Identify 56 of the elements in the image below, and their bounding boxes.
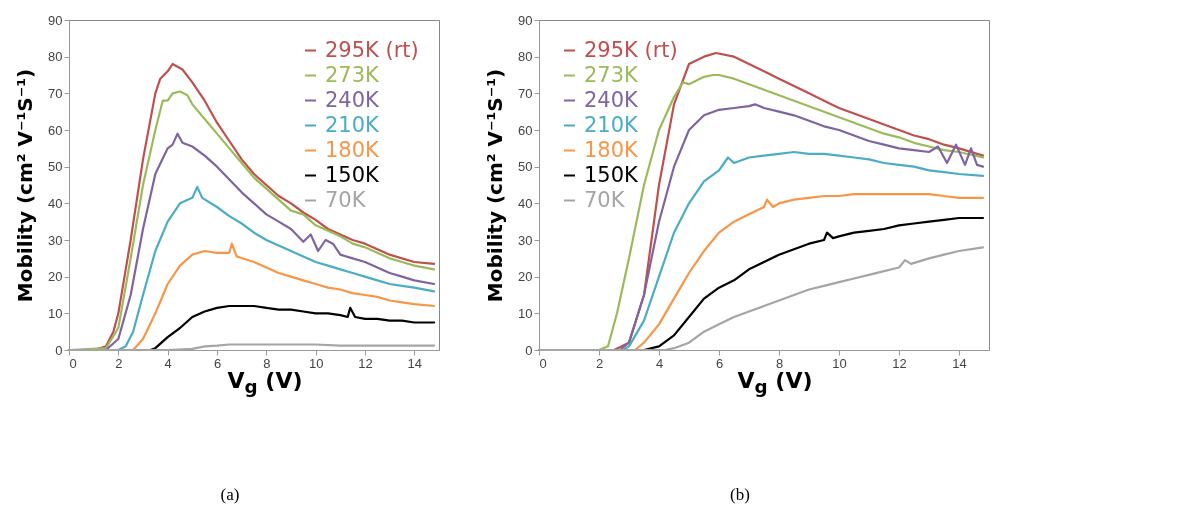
x-axis-title: V$_{g}$ (V)	[227, 368, 303, 398]
x-tick-label: 0	[539, 355, 547, 371]
text: (b)	[729, 485, 751, 506]
legend-label: 240K	[325, 87, 381, 112]
y-tick-label: 10	[48, 305, 63, 321]
legend-label: 150K	[325, 162, 381, 187]
x-tick-label: 8	[263, 355, 271, 371]
y-tick-label: 60	[518, 122, 533, 138]
x-tick-label: 12	[358, 355, 373, 371]
x-axis-title: V$_{g}$ (V)	[737, 368, 813, 398]
x-tick-label: 2	[115, 355, 123, 371]
x-tick-label: 4	[164, 355, 172, 371]
legend-label: 180K	[584, 137, 640, 162]
x-tick-label: 10	[832, 355, 847, 371]
y-tick-label: 10	[518, 305, 533, 321]
legend-label: 70K	[584, 187, 626, 212]
x-tick-label: 12	[892, 355, 907, 371]
y-tick-label: 70	[518, 85, 533, 101]
x-tick-label: 0	[69, 355, 77, 371]
y-tick-label: 50	[518, 159, 533, 175]
legend-label: 210K	[584, 112, 640, 137]
y-tick-label: 0	[525, 342, 533, 358]
x-tick-label: 10	[308, 355, 324, 371]
y-tick-label: 40	[48, 195, 63, 211]
y-tick-label: 0	[55, 342, 63, 358]
y-tick-label: 20	[518, 269, 533, 285]
legend-label: 295K (rt)	[325, 37, 419, 62]
y-axis-title: Mobility (cm² V⁻¹S⁻¹)	[13, 68, 38, 303]
y-tick-label: 30	[518, 232, 533, 248]
legend-label: 273K	[325, 62, 381, 87]
x-tick-label: 2	[595, 355, 604, 371]
legend-label: 273K	[584, 62, 640, 87]
y-tick-label: 70	[48, 85, 63, 101]
y-tick-label: 60	[48, 122, 63, 138]
y-tick-label: 50	[48, 159, 63, 175]
legend-label: 295K (rt)	[584, 37, 678, 62]
y-axis-title: Mobility (cm² V⁻¹S⁻¹)	[483, 68, 508, 303]
text: (a)	[219, 485, 241, 506]
y-tick-label: 90	[518, 12, 533, 28]
legend-label: 180K	[325, 137, 381, 162]
y-tick-label: 80	[48, 49, 63, 65]
y-tick-label: 40	[518, 195, 533, 211]
legend-label: 70K	[325, 187, 367, 212]
legend-label: 150K	[584, 162, 640, 187]
y-tick-label: 80	[518, 49, 533, 65]
x-tick-label: 14	[952, 355, 967, 371]
x-tick-label: 6	[715, 355, 724, 371]
legend-label: 240K	[584, 87, 640, 112]
y-tick-label: 20	[48, 269, 63, 285]
x-tick-label: 8	[775, 355, 784, 371]
x-tick-label: 14	[407, 355, 423, 371]
x-tick-label: 6	[213, 355, 222, 371]
x-tick-label: 4	[655, 355, 664, 371]
legend-label: 210K	[325, 112, 381, 137]
y-tick-label: 90	[48, 12, 63, 28]
y-tick-label: 30	[48, 232, 63, 248]
